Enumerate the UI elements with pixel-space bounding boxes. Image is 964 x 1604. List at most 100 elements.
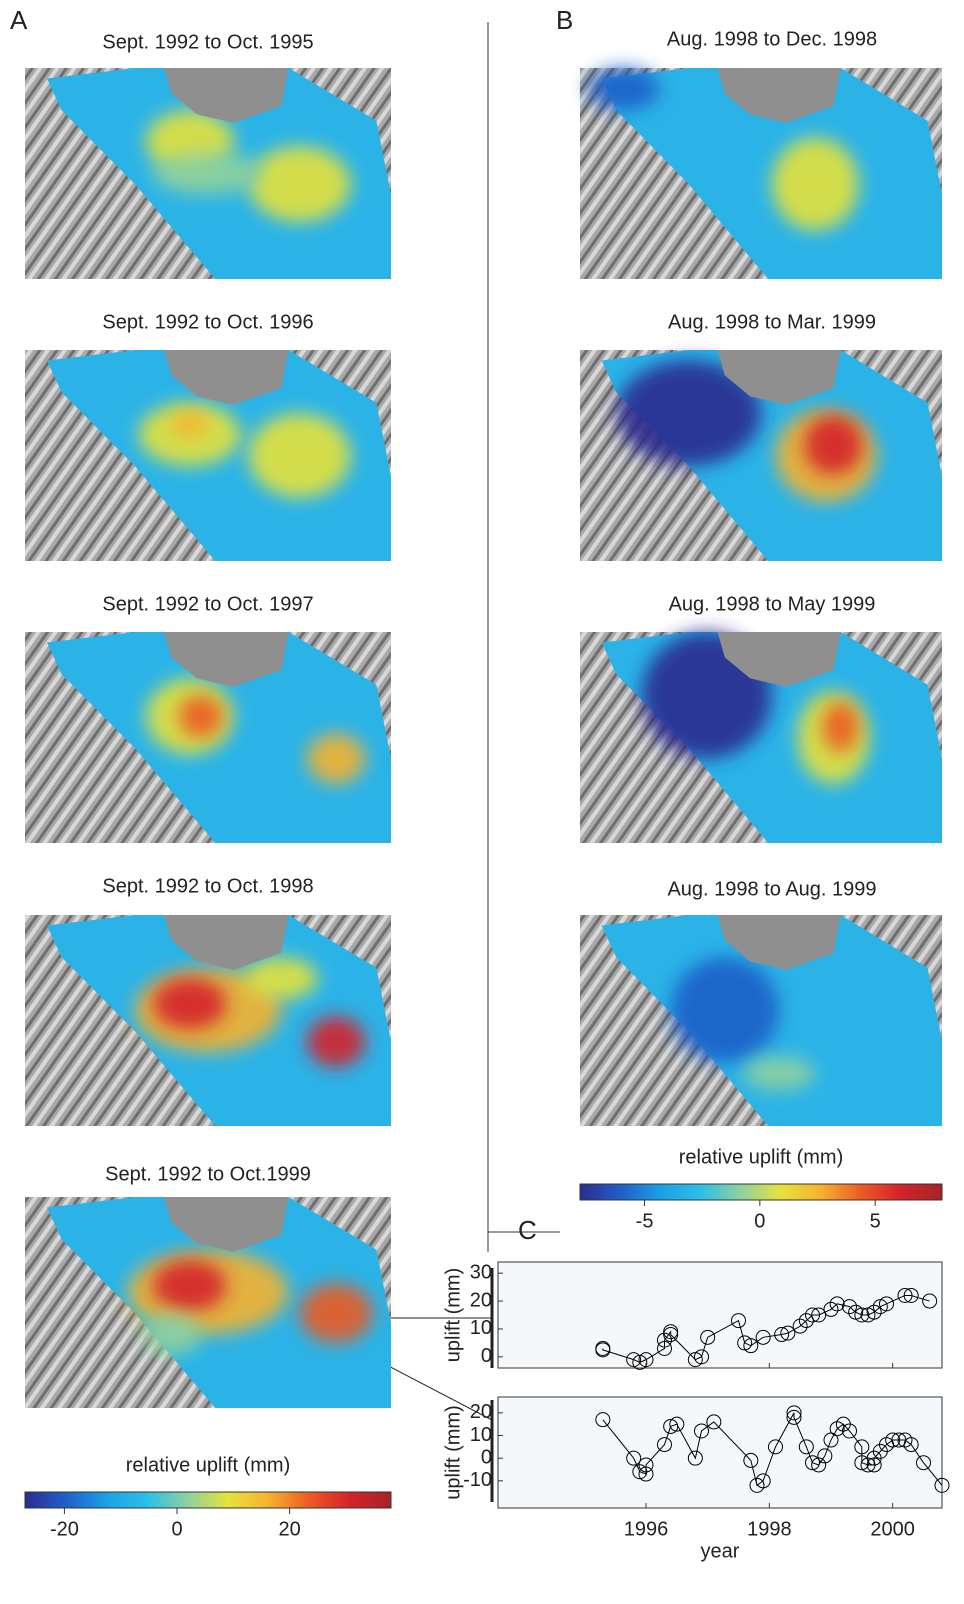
data-point xyxy=(663,1324,679,1340)
map-title: Sept. 1992 to Oct. 1996 xyxy=(102,311,313,333)
map-title: Aug. 1998 to May 1999 xyxy=(669,593,876,615)
deformation-blob xyxy=(616,360,761,467)
data-point xyxy=(811,1457,827,1473)
data-point xyxy=(805,1455,820,1471)
data-point xyxy=(687,1450,703,1466)
lake xyxy=(164,1197,289,1252)
data-point xyxy=(916,1455,931,1471)
y-tick-label: 0 xyxy=(481,1345,492,1367)
data-point xyxy=(638,1352,654,1368)
deformation-blob xyxy=(153,152,263,195)
deformation-blob xyxy=(804,415,863,475)
deformation-blob xyxy=(670,957,780,1063)
map-image xyxy=(25,350,392,561)
data-point xyxy=(829,1296,845,1312)
colorbar-label: relative uplift (mm) xyxy=(679,1146,843,1168)
data-point xyxy=(792,1318,808,1334)
map-title: Aug. 1998 to Aug. 1999 xyxy=(667,878,876,900)
data-point xyxy=(700,1329,716,1345)
data-point xyxy=(798,1313,814,1329)
deformation-blob xyxy=(153,1260,227,1311)
data-point xyxy=(922,1293,938,1309)
x-tick-label: 1998 xyxy=(747,1518,792,1540)
data-point xyxy=(823,1301,839,1317)
x-tick-label: 0 xyxy=(754,1210,765,1232)
data-point xyxy=(817,1448,833,1464)
data-point xyxy=(595,1412,611,1428)
map-title: Sept. 1992 to Oct. 1997 xyxy=(102,593,313,615)
colorbar xyxy=(579,1183,943,1201)
data-point xyxy=(805,1307,820,1323)
panel-label: C xyxy=(518,1215,537,1245)
lake xyxy=(164,632,289,687)
panel-label: A xyxy=(10,5,28,35)
data-point xyxy=(663,1418,679,1434)
data-point xyxy=(780,1325,796,1341)
data-point xyxy=(595,1342,611,1358)
data-point xyxy=(657,1437,672,1453)
x-tick-label: -20 xyxy=(50,1518,79,1540)
map-title: Sept. 1992 to Oct.1999 xyxy=(105,1163,311,1185)
data-point xyxy=(626,1450,642,1466)
lake xyxy=(717,68,841,123)
data-point xyxy=(755,1473,771,1489)
x-tick-label: 1996 xyxy=(624,1518,669,1540)
deformation-blob xyxy=(771,137,859,231)
colorbar-label: relative uplift (mm) xyxy=(126,1454,290,1476)
map-image xyxy=(580,350,942,561)
data-point xyxy=(842,1423,857,1439)
data-point xyxy=(879,1296,894,1312)
deformation-blob xyxy=(587,68,660,111)
y-tick-label: 20 xyxy=(470,1289,492,1311)
lake xyxy=(164,915,289,970)
x-tick-label: 5 xyxy=(870,1210,881,1232)
deformation-blob xyxy=(171,411,208,437)
x-tick-label: 20 xyxy=(279,1518,301,1540)
y-tick-label: -10 xyxy=(463,1469,492,1491)
maps xyxy=(25,68,942,1408)
deformation-blob xyxy=(299,1283,373,1343)
data-point xyxy=(743,1338,759,1354)
map-image xyxy=(580,68,942,279)
deformation-area xyxy=(601,68,942,279)
data-point xyxy=(854,1307,870,1323)
x-tick-label: 0 xyxy=(171,1518,182,1540)
data-point xyxy=(903,1437,919,1453)
deformation-blob xyxy=(178,695,223,738)
y-axis-label: uplift (mm) xyxy=(442,1405,464,1499)
data-point xyxy=(663,1327,679,1343)
data-point xyxy=(798,1439,814,1455)
plot-area xyxy=(497,1396,943,1509)
deformation-blob xyxy=(153,978,227,1029)
deformation-blob xyxy=(248,146,351,223)
map-image xyxy=(580,915,942,1126)
deformation-blob xyxy=(306,1016,366,1067)
data-point xyxy=(657,1332,672,1348)
map-title: Sept. 1992 to Oct. 1998 xyxy=(102,875,313,897)
map-title: Sept. 1992 to Oct. 1995 xyxy=(102,31,313,53)
colorbar xyxy=(24,1491,392,1509)
data-point xyxy=(786,1405,802,1421)
deformation-blob xyxy=(742,1056,816,1091)
x-axis-label: year xyxy=(701,1540,740,1562)
data-point xyxy=(903,1287,919,1303)
deformation-blob xyxy=(248,413,351,498)
panel-label: B xyxy=(556,5,573,35)
deformation-blob xyxy=(244,957,318,1000)
data-point xyxy=(854,1439,870,1455)
deformation-blob xyxy=(822,701,859,753)
lake xyxy=(164,350,289,405)
data-point xyxy=(694,1349,709,1365)
data-point xyxy=(823,1432,839,1448)
map-image xyxy=(25,68,392,279)
y-axis-label: uplift (mm) xyxy=(442,1268,464,1362)
data-point xyxy=(885,1432,901,1448)
data-point xyxy=(774,1327,790,1343)
map-image xyxy=(580,632,942,843)
map-image xyxy=(25,1197,392,1408)
data-point xyxy=(638,1466,654,1482)
data-point xyxy=(638,1457,654,1473)
data-point xyxy=(866,1457,882,1473)
series-line xyxy=(602,1294,930,1363)
